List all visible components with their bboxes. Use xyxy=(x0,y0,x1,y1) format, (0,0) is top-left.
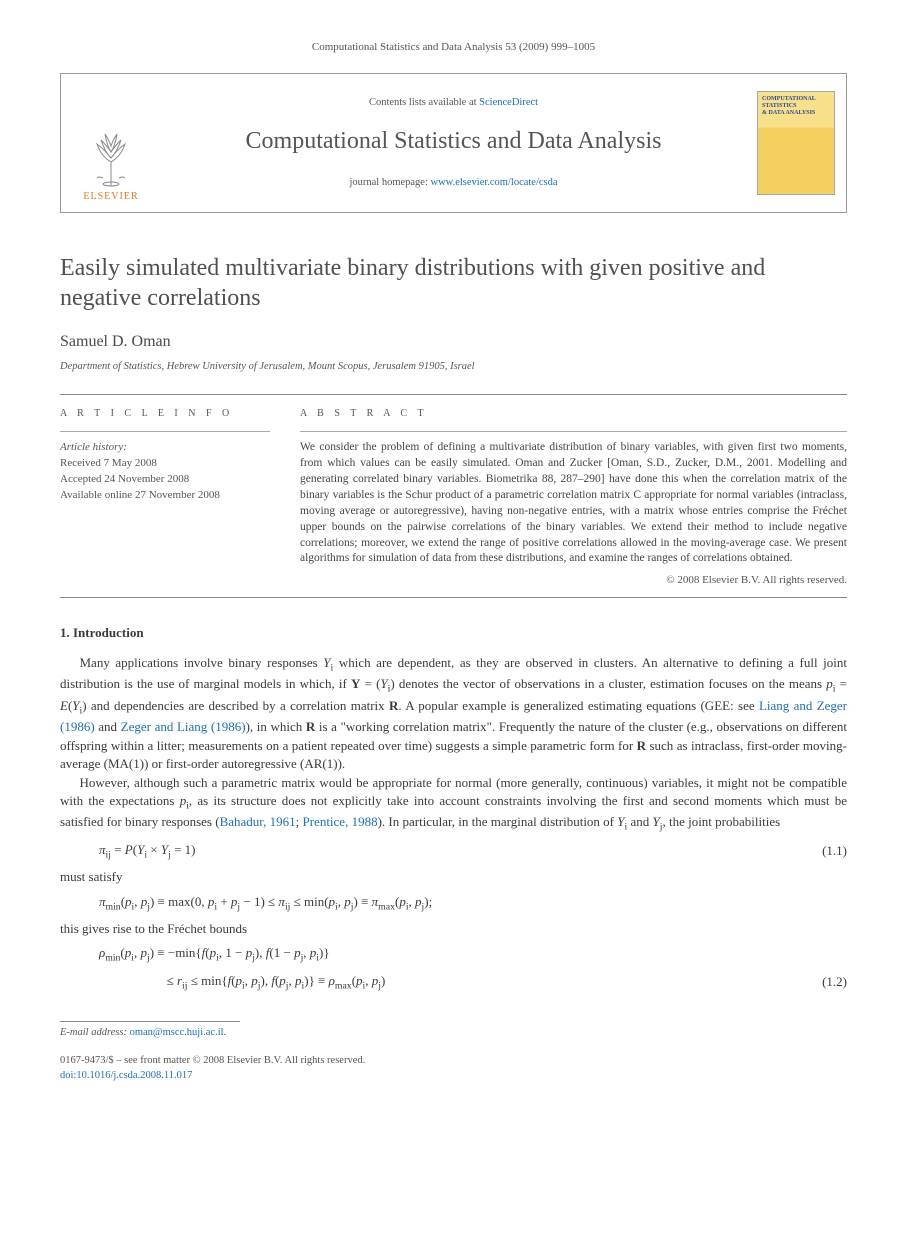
intro-para-1: Many applications involve binary respons… xyxy=(60,654,847,774)
elsevier-tree-icon xyxy=(87,128,135,188)
frechet-intro: this gives rise to the Fréchet bounds xyxy=(60,920,847,938)
p1a: Many applications involve binary respons… xyxy=(80,655,324,670)
eq-1-2a-body: ρmin(pi, pj) ≡ −min{f(pi, 1 − pj), f(1 −… xyxy=(60,944,797,965)
footnote-rule xyxy=(60,1021,240,1022)
eq-pi-bounds-body: πmin(pi, pj) ≡ max(0, pi + pj − 1) ≤ πij… xyxy=(60,893,797,914)
sciencedirect-link[interactable]: ScienceDirect xyxy=(479,97,538,108)
publisher-logo-block: ELSEVIER xyxy=(61,74,161,212)
email-line: E-mail address: oman@mscc.huji.ac.il. xyxy=(60,1026,847,1041)
cover-thumb-block: COMPUTATIONAL STATISTICS & DATA ANALYSIS xyxy=(746,74,846,212)
equation-1-1: πij = P(Yi × Yj = 1) (1.1) xyxy=(60,841,847,862)
footer: E-mail address: oman@mscc.huji.ac.il. 01… xyxy=(60,1021,847,1084)
journal-name: Computational Statistics and Data Analys… xyxy=(246,125,662,159)
history-received: Received 7 May 2008 xyxy=(60,456,270,472)
doi-line: doi:10.1016/j.csda.2008.11.017 xyxy=(60,1069,847,1084)
history-label: Article history: xyxy=(60,440,270,456)
history-accepted: Accepted 24 November 2008 xyxy=(60,472,270,488)
ref-bahadur-1961[interactable]: Bahadur, 1961 xyxy=(220,814,296,829)
journal-cover-icon: COMPUTATIONAL STATISTICS & DATA ANALYSIS xyxy=(757,91,835,195)
contents-available-line: Contents lists available at ScienceDirec… xyxy=(369,96,538,111)
equation-1-2a: ρmin(pi, pj) ≡ −min{f(pi, 1 − pj), f(1 −… xyxy=(60,944,847,965)
eq-1-1-body: πij = P(Yi × Yj = 1) xyxy=(60,841,797,862)
must-satisfy: must satisfy xyxy=(60,868,847,886)
author-name: Samuel D. Oman xyxy=(60,331,847,353)
p1f: and xyxy=(95,719,121,734)
ref-zeger-liang-1986[interactable]: Zeger and Liang (1986) xyxy=(121,719,246,734)
abstract-column: A B S T R A C T We consider the problem … xyxy=(300,395,847,588)
info-abstract-row: A R T I C L E I N F O Article history: R… xyxy=(60,395,847,588)
homepage-prefix: journal homepage: xyxy=(349,177,430,188)
article-info-column: A R T I C L E I N F O Article history: R… xyxy=(60,395,270,588)
doi-label[interactable]: doi: xyxy=(60,1070,76,1081)
eq-1-2b-body: ≤ rij ≤ min{f(pi, pj), f(pj, pi)} ≡ ρmax… xyxy=(60,972,797,993)
issn-line: 0167-9473/$ – see front matter © 2008 El… xyxy=(60,1054,847,1069)
p2f: , the joint probabilities xyxy=(662,814,780,829)
ref-prentice-1988[interactable]: Prentice, 1988 xyxy=(302,814,377,829)
publisher-name: ELSEVIER xyxy=(83,190,138,204)
abstract-label: A B S T R A C T xyxy=(300,395,847,431)
article-info-label: A R T I C L E I N F O xyxy=(60,395,270,431)
p2d: ). In particular, in the marginal distri… xyxy=(378,814,618,829)
eq-1-2-number: (1.2) xyxy=(797,973,847,991)
equation-1-2b: ≤ rij ≤ min{f(pi, pj), f(pj, pi)} ≡ ρmax… xyxy=(60,972,847,993)
abstract-text: We consider the problem of defining a mu… xyxy=(300,432,847,567)
p1g: ), in which xyxy=(246,719,306,734)
email-period: . xyxy=(224,1027,227,1038)
homepage-link[interactable]: www.elsevier.com/locate/csda xyxy=(431,177,558,188)
p2e: and xyxy=(627,814,652,829)
author-affiliation: Department of Statistics, Hebrew Univers… xyxy=(60,360,847,375)
cover-title-1: COMPUTATIONAL STATISTICS xyxy=(762,96,830,109)
eq-1-1-number: (1.1) xyxy=(797,842,847,860)
intro-para-2: However, although such a parametric matr… xyxy=(60,774,847,835)
footer-meta: 0167-9473/$ – see front matter © 2008 El… xyxy=(60,1054,847,1083)
article-history: Article history: Received 7 May 2008 Acc… xyxy=(60,432,270,504)
running-head: Computational Statistics and Data Analys… xyxy=(60,40,847,55)
p1d: and dependencies are described by a corr… xyxy=(87,698,389,713)
p1c: denotes the vector of observations in a … xyxy=(395,676,827,691)
rule-bottom xyxy=(60,597,847,598)
doi-link[interactable]: 10.1016/j.csda.2008.11.017 xyxy=(76,1070,192,1081)
cover-title-2: & DATA ANALYSIS xyxy=(762,110,830,117)
equation-pi-bounds: πmin(pi, pj) ≡ max(0, pi + pj − 1) ≤ πij… xyxy=(60,893,847,914)
p1e: . A popular example is generalized estim… xyxy=(398,698,759,713)
section-1-heading: 1. Introduction xyxy=(60,624,847,642)
author-email-link[interactable]: oman@mscc.huji.ac.il xyxy=(130,1027,224,1038)
masthead: ELSEVIER Contents lists available at Sci… xyxy=(60,73,847,213)
contents-prefix: Contents lists available at xyxy=(369,97,479,108)
masthead-center: Contents lists available at ScienceDirec… xyxy=(161,74,746,212)
email-label: E-mail address: xyxy=(60,1027,130,1038)
homepage-line: journal homepage: www.elsevier.com/locat… xyxy=(349,176,557,191)
history-online: Available online 27 November 2008 xyxy=(60,488,270,504)
article-title: Easily simulated multivariate binary dis… xyxy=(60,253,847,313)
copyright-line: © 2008 Elsevier B.V. All rights reserved… xyxy=(300,573,847,588)
